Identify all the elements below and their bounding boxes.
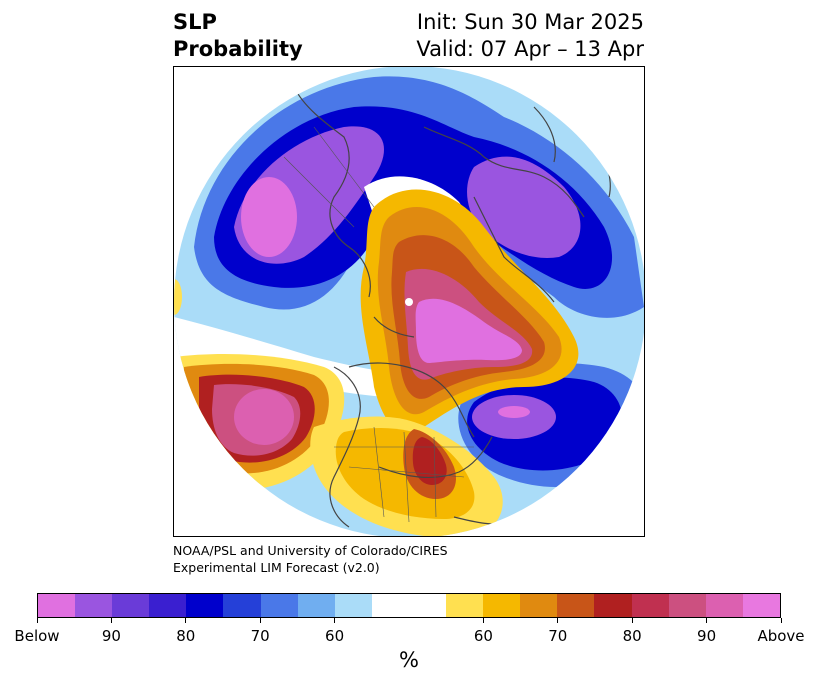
- colorbar-swatch: [557, 594, 595, 617]
- valid-range: Valid: 07 Apr – 13 Apr: [416, 37, 644, 61]
- colorbar-swatch: [297, 594, 335, 617]
- credit-line-2: Experimental LIM Forecast (v2.0): [173, 560, 380, 575]
- colorbar-tick: [259, 618, 261, 623]
- colorbar-tick-label: 80: [622, 627, 642, 645]
- colorbar-tick: [482, 618, 484, 623]
- probability-map: [174, 67, 644, 536]
- title-right: Init: Sun 30 Mar 2025 Valid: 07 Apr – 13…: [416, 9, 644, 63]
- title-metric: Probability: [173, 37, 303, 61]
- colorbar-swatch: [742, 594, 780, 617]
- colorbar-swatch: [75, 594, 113, 617]
- colorbar-swatch: [260, 594, 298, 617]
- colorbar-swatch: [371, 594, 409, 617]
- colorbar-swatch: [631, 594, 669, 617]
- colorbar-swatch: [705, 594, 743, 617]
- below-max-europe: [241, 177, 297, 257]
- borders: [283, 126, 474, 523]
- colorbar-tick: [631, 618, 633, 623]
- colorbar-tick-label: Above: [757, 627, 805, 645]
- colorbar-tick: [706, 618, 708, 623]
- colorbar-tick-label: Below: [14, 627, 60, 645]
- credit-line-1: NOAA/PSL and University of Colorado/CIRE…: [173, 543, 448, 558]
- colorbar-tick: [110, 618, 112, 623]
- colorbar-tick-label: 80: [176, 627, 196, 645]
- colorbar-swatch: [38, 594, 76, 617]
- colorbar-swatch: [149, 594, 187, 617]
- colorbar-tick: [557, 618, 559, 623]
- map-panel: [173, 66, 645, 537]
- colorbar-tick-label: 70: [548, 627, 568, 645]
- colorbar-swatch: [483, 594, 521, 617]
- title-left: SLP Probability: [173, 9, 303, 63]
- colorbar-swatch: [446, 594, 484, 617]
- init-date: Init: Sun 30 Mar 2025: [416, 10, 644, 34]
- colorbar-swatch: [223, 594, 261, 617]
- colorbar-tick: [36, 618, 38, 623]
- colorbar-unit: %: [399, 648, 419, 672]
- colorbar-tick-label: 90: [697, 627, 717, 645]
- colorbar: [37, 593, 781, 618]
- colorbar-swatch: [408, 594, 447, 617]
- pole-marker: [405, 298, 413, 306]
- colorbar-tick-label: 60: [473, 627, 493, 645]
- colorbar-swatch: [186, 594, 224, 617]
- colorbar-tick: [334, 618, 336, 623]
- credit-text: NOAA/PSL and University of Colorado/CIRE…: [173, 542, 448, 576]
- title-variable: SLP: [173, 10, 217, 34]
- colorbar-swatch: [112, 594, 150, 617]
- colorbar-tick: [185, 618, 187, 623]
- below-max-atlantic: [498, 406, 530, 418]
- above-max-pacific: [234, 389, 294, 445]
- forecast-field: [174, 67, 644, 536]
- colorbar-swatch: [668, 594, 706, 617]
- colorbar-swatch: [334, 594, 372, 617]
- colorbar-tick-label: 70: [250, 627, 270, 645]
- colorbar-tick-label: 60: [325, 627, 345, 645]
- above-area-edge: [174, 279, 182, 315]
- above-max-arctic: [415, 298, 522, 364]
- colorbar-swatch: [520, 594, 558, 617]
- colorbar-swatch: [594, 594, 632, 617]
- colorbar-tick-label: 90: [101, 627, 121, 645]
- colorbar-tick: [780, 618, 782, 623]
